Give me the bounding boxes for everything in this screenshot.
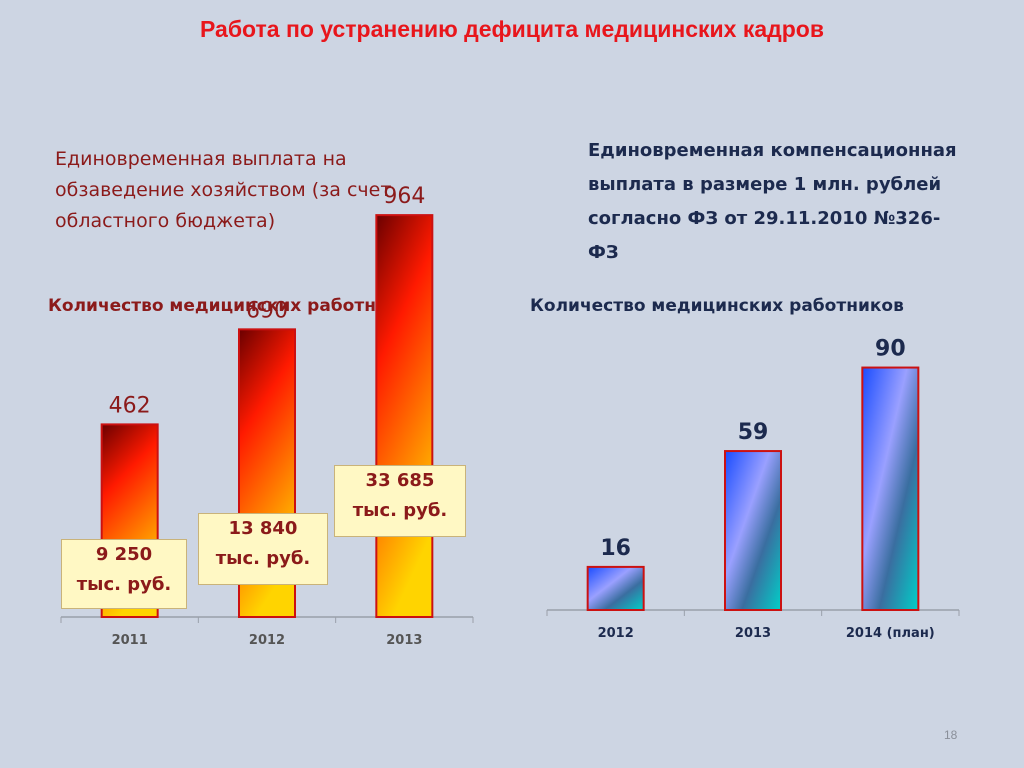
bar-2013: [724, 450, 782, 611]
callout-amount: 9 250: [95, 544, 153, 565]
tick-label-2013: 2013: [386, 633, 422, 648]
callout-unit: тыс. руб.: [352, 500, 448, 521]
tick-label-2012: 2012: [249, 633, 285, 648]
tick-label-2012: 2012: [598, 626, 634, 641]
tick-label-2011: 2011: [112, 633, 148, 648]
bar-2014 (план): [861, 366, 920, 611]
right-subtitle: Единовременная компенсационная выплата в…: [588, 140, 957, 263]
payment-callout-2011: 9 250 тыс. руб.: [61, 539, 187, 609]
payment-callout-2013: 33 685 тыс. руб.: [334, 465, 466, 537]
callout-amount: 13 840: [228, 518, 298, 539]
bar-2013: [375, 214, 434, 618]
callout-amount: 33 685: [365, 470, 435, 491]
bar-2012: [586, 565, 645, 611]
left-bar-chart: 462 2011 690 2012 964 2013: [60, 184, 474, 648]
right-caption: Количество медицинских работников: [530, 296, 904, 316]
payment-callout-2012: 13 840 тыс. руб.: [198, 513, 328, 585]
value-label-2013: 964: [383, 184, 425, 209]
slide-title: Работа по устранению дефицита медицински…: [199, 16, 824, 42]
left-caption: Количество медицинских работников: [48, 296, 422, 316]
page-number: 18: [944, 728, 958, 742]
left-subtitle: Единовременная выплата на обзаведение хо…: [55, 148, 392, 232]
value-label-2014 (план): 90: [875, 337, 906, 362]
value-label-2012: 16: [600, 536, 631, 561]
right-bar-chart: 16 2012 59 2013 90 2014 (план): [546, 337, 960, 641]
callout-unit: тыс. руб.: [215, 548, 311, 569]
value-label-2013: 59: [738, 420, 769, 445]
tick-label-2014 (план): 2014 (план): [846, 626, 935, 641]
value-label-2011: 462: [109, 393, 151, 418]
callout-unit: тыс. руб.: [76, 574, 172, 595]
value-label-2012: 690: [246, 298, 288, 323]
tick-label-2013: 2013: [735, 626, 771, 641]
